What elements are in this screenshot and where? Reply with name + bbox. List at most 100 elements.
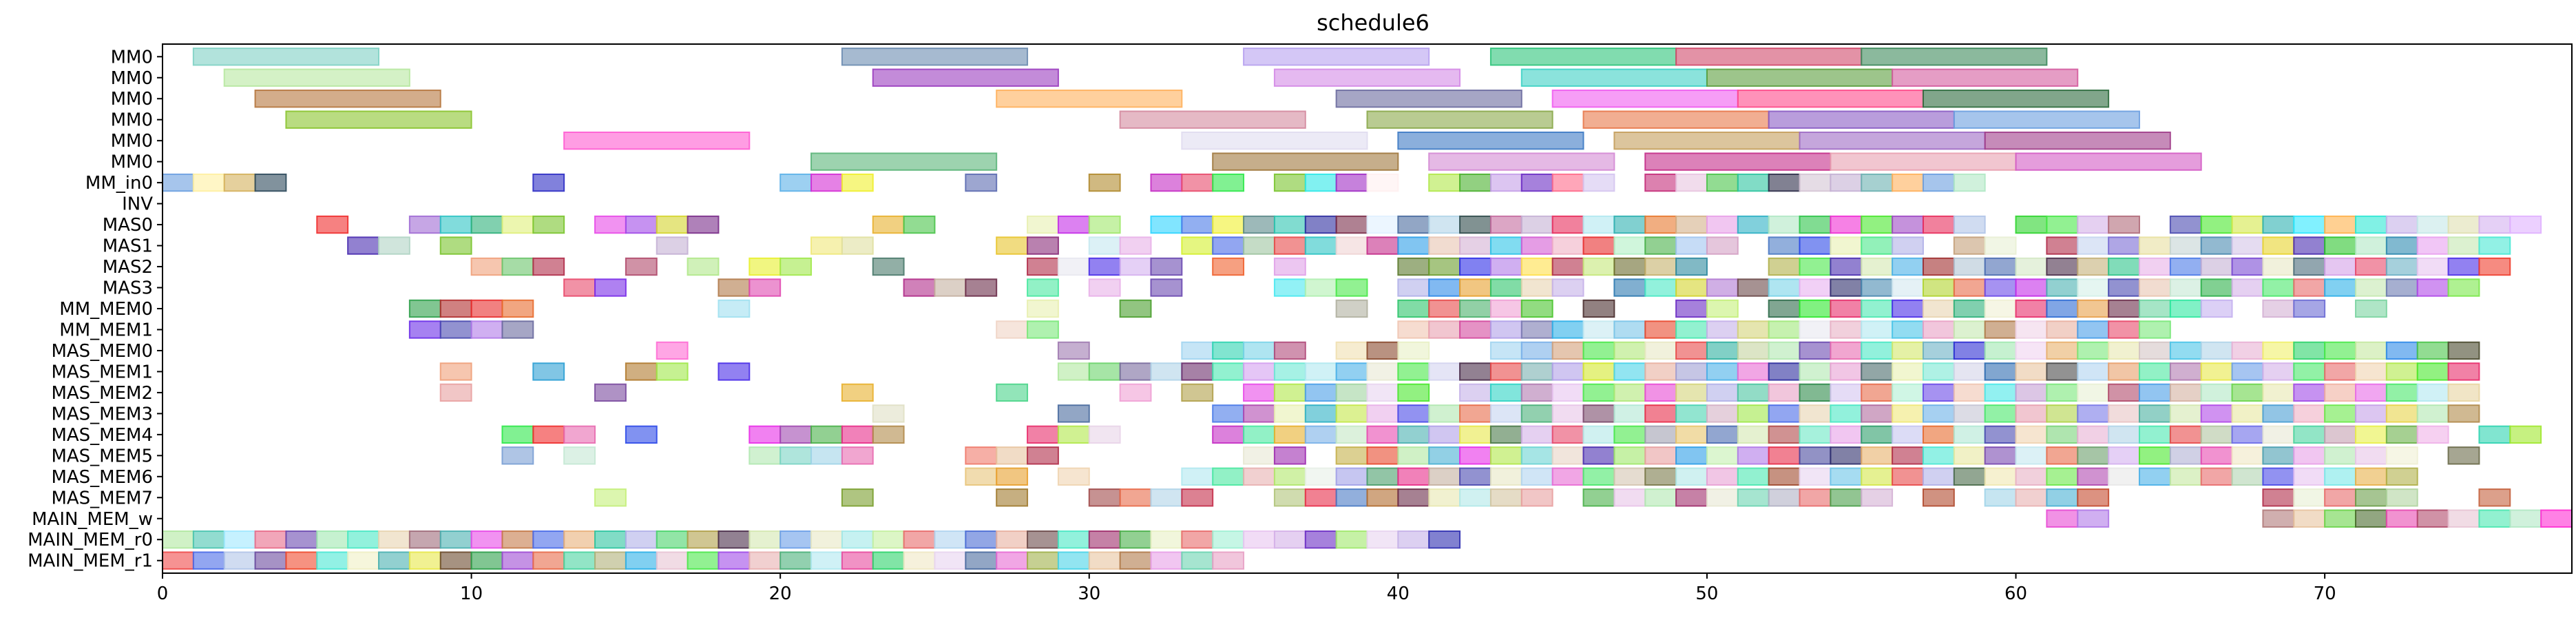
task-bar <box>2385 383 2418 402</box>
task-bar <box>408 215 441 234</box>
task-bar <box>1459 299 1491 318</box>
task-bar <box>2200 467 2233 486</box>
task-bar <box>1057 404 1090 423</box>
task-bar <box>2293 215 2326 234</box>
task-bar <box>2200 257 2233 276</box>
task-bar <box>1799 320 1832 339</box>
task-bar <box>1830 152 2017 171</box>
x-axis: 0 10 20 30 40 50 60 70 <box>157 573 2336 604</box>
task-bar <box>1243 48 1430 66</box>
task-bar <box>1861 278 1894 297</box>
task-bar <box>1428 299 1461 318</box>
task-bar <box>1304 173 1337 192</box>
task-bar <box>162 530 194 549</box>
task-bar <box>1984 425 2017 444</box>
task-bar <box>2108 341 2140 360</box>
task-bar <box>2108 320 2140 339</box>
task-bar <box>1397 404 1430 423</box>
task-bar <box>1027 320 1059 339</box>
task-bar <box>1830 446 1863 465</box>
task-bar <box>1027 551 1059 570</box>
task-bar <box>2169 446 2202 465</box>
task-bar <box>439 362 472 381</box>
task-bar <box>1768 320 1801 339</box>
task-bar <box>2447 341 2480 360</box>
task-bar <box>378 530 410 549</box>
task-bar <box>1644 446 1677 465</box>
task-bar <box>1366 425 1399 444</box>
task-bar <box>563 132 751 150</box>
task-bar <box>1830 383 1863 402</box>
task-bar <box>2416 257 2449 276</box>
y-tick-label: MM0 <box>111 89 153 110</box>
task-bar <box>1737 467 1770 486</box>
task-bar <box>285 551 318 570</box>
task-bar <box>2015 425 2048 444</box>
task-bar <box>1027 278 1059 297</box>
task-bar <box>1212 551 1245 570</box>
task-bar <box>1057 362 1090 381</box>
task-bar <box>2169 257 2202 276</box>
task-bar <box>285 110 472 129</box>
task-bar <box>2046 341 2079 360</box>
task-bar <box>2293 278 2326 297</box>
task-bar <box>594 488 627 507</box>
task-bar <box>2077 446 2110 465</box>
task-bar <box>1861 48 2048 66</box>
task-bar <box>1181 341 1214 360</box>
task-bar <box>903 278 936 297</box>
task-bar <box>2324 446 2356 465</box>
task-bar <box>779 530 813 549</box>
task-bar <box>841 425 874 444</box>
task-bar <box>1984 383 2017 402</box>
task-bar <box>439 530 472 549</box>
task-bar <box>2447 278 2480 297</box>
task-bar <box>1335 362 1368 381</box>
task-bar <box>254 530 287 549</box>
task-bar <box>1830 257 1863 276</box>
task-bar <box>1953 299 1986 318</box>
task-bar <box>1861 383 1894 402</box>
task-bar <box>1212 467 1245 486</box>
task-bar <box>1273 278 1306 297</box>
task-bar <box>1799 383 1832 402</box>
task-bar <box>1459 278 1491 297</box>
task-bar <box>2077 257 2110 276</box>
task-bar <box>1335 278 1368 297</box>
task-bar <box>2262 488 2295 507</box>
task-bar <box>1892 341 1924 360</box>
task-bar <box>2231 467 2264 486</box>
task-bar <box>1922 362 1955 381</box>
x-tick-label: 10 <box>460 583 483 604</box>
task-bar <box>1397 257 1430 276</box>
task-bar <box>2447 446 2480 465</box>
task-bar <box>1582 467 1615 486</box>
task-bar <box>1397 383 1430 402</box>
task-bar <box>1335 488 1368 507</box>
task-bar <box>1768 215 1801 234</box>
task-bar <box>1119 362 1152 381</box>
task-bar <box>2015 404 2048 423</box>
task-bar <box>1520 404 1553 423</box>
task-bar <box>1953 236 1986 255</box>
task-bar <box>1273 530 1306 549</box>
task-bar <box>1984 404 2017 423</box>
task-bar <box>2169 278 2202 297</box>
task-bar <box>1119 383 1152 402</box>
task-bar <box>1644 488 1677 507</box>
task-bar <box>2169 383 2202 402</box>
y-tick-label: MAS3 <box>103 278 153 299</box>
task-bar <box>1861 320 1894 339</box>
task-bar <box>1273 173 1306 192</box>
task-bar <box>2015 152 2202 171</box>
task-bar <box>1922 278 1955 297</box>
task-bar <box>1088 257 1121 276</box>
task-bar <box>1489 362 1522 381</box>
task-bar <box>2354 236 2387 255</box>
task-bar <box>2354 341 2387 360</box>
task-bar <box>2385 509 2418 528</box>
task-bar <box>1551 425 1584 444</box>
task-bar <box>1737 446 1770 465</box>
task-bar <box>1675 48 1863 66</box>
task-bar <box>1243 362 1275 381</box>
